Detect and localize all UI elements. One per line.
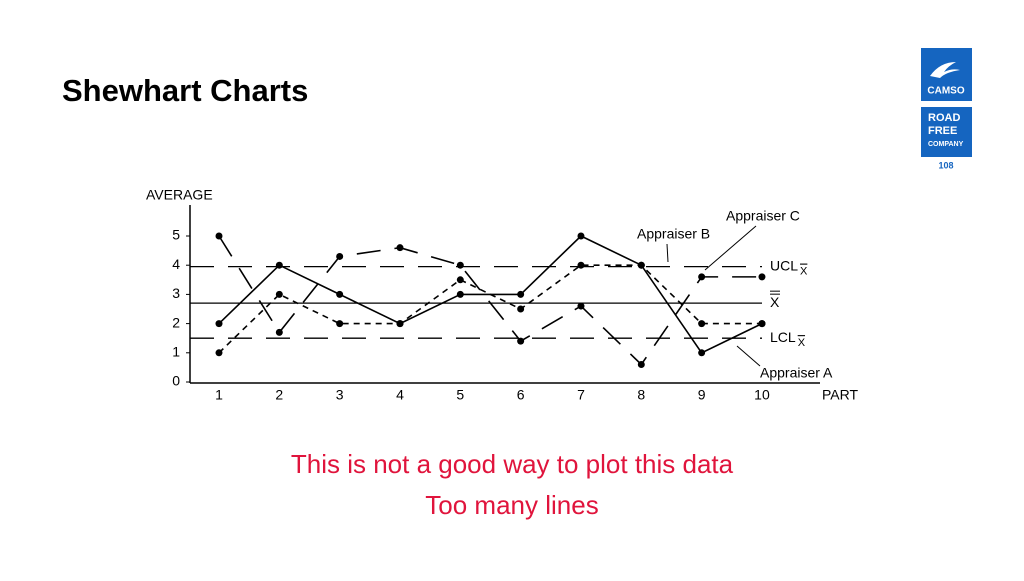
- point: [396, 320, 404, 328]
- label-arrow: [704, 225, 757, 271]
- point: [275, 290, 283, 298]
- x-tick-label: 10: [754, 387, 770, 403]
- point: [758, 273, 766, 281]
- page-number: 108: [938, 160, 953, 170]
- point: [275, 328, 283, 336]
- reference-label: X: [770, 294, 780, 310]
- x-tick-label: 8: [637, 387, 645, 403]
- point: [577, 302, 585, 310]
- point: [215, 320, 223, 328]
- point: [637, 261, 645, 269]
- point: [698, 273, 706, 281]
- y-tick-label: 3: [172, 285, 180, 301]
- y-tick-label: 0: [172, 373, 180, 389]
- reference-subscript: X: [798, 337, 806, 349]
- logo-box: [921, 48, 972, 101]
- series-label: Appraiser B: [637, 226, 710, 242]
- label-arrow: [666, 243, 669, 263]
- point: [456, 261, 464, 269]
- x-tick-label: 1: [215, 387, 223, 403]
- point: [517, 305, 525, 313]
- y-tick-label: 4: [172, 256, 180, 272]
- logo-text: CAMSO: [927, 86, 964, 97]
- logo-icon: [930, 62, 960, 78]
- x-tick-label: 2: [275, 387, 283, 403]
- point: [336, 320, 344, 328]
- point: [396, 244, 404, 252]
- point: [758, 320, 766, 328]
- point: [336, 290, 344, 298]
- note: Too many lines: [425, 490, 598, 520]
- x-tick-label: 9: [698, 387, 706, 403]
- series-line: [218, 235, 762, 366]
- point: [275, 261, 283, 269]
- point: [215, 232, 223, 240]
- series-label: Appraiser C: [726, 208, 800, 224]
- reference-subscript: X: [800, 266, 808, 278]
- point: [698, 320, 706, 328]
- series-label: Appraiser A: [760, 365, 833, 381]
- point: [637, 360, 645, 368]
- x-tick-label: 7: [577, 387, 585, 403]
- x-axis-label: PART: [822, 387, 858, 403]
- logo-text: FREE: [928, 125, 957, 137]
- point: [215, 349, 223, 357]
- logo-box: [921, 107, 972, 157]
- reference-label: UCL: [770, 257, 798, 273]
- label-arrow: [736, 345, 761, 367]
- y-tick-label: 2: [172, 314, 180, 330]
- x-tick-label: 6: [517, 387, 525, 403]
- y-axis-label: AVERAGE: [146, 187, 213, 203]
- y-tick-label: 1: [172, 344, 180, 360]
- x-tick-label: 5: [456, 387, 464, 403]
- logo-text: COMPANY: [928, 141, 964, 148]
- logo-text: ROAD: [928, 112, 960, 124]
- reference-label: LCL: [770, 329, 796, 345]
- x-tick-label: 3: [336, 387, 344, 403]
- point: [517, 290, 525, 298]
- point: [577, 232, 585, 240]
- point: [517, 337, 525, 345]
- point: [336, 252, 344, 260]
- point: [456, 276, 464, 284]
- point: [698, 349, 706, 357]
- x-tick-label: 4: [396, 387, 404, 403]
- point: [577, 261, 585, 269]
- note: This is not a good way to plot this data: [291, 449, 734, 479]
- point: [456, 290, 464, 298]
- y-tick-label: 5: [172, 227, 180, 243]
- slide-title: Shewhart Charts: [62, 73, 308, 108]
- series-line: [218, 264, 762, 354]
